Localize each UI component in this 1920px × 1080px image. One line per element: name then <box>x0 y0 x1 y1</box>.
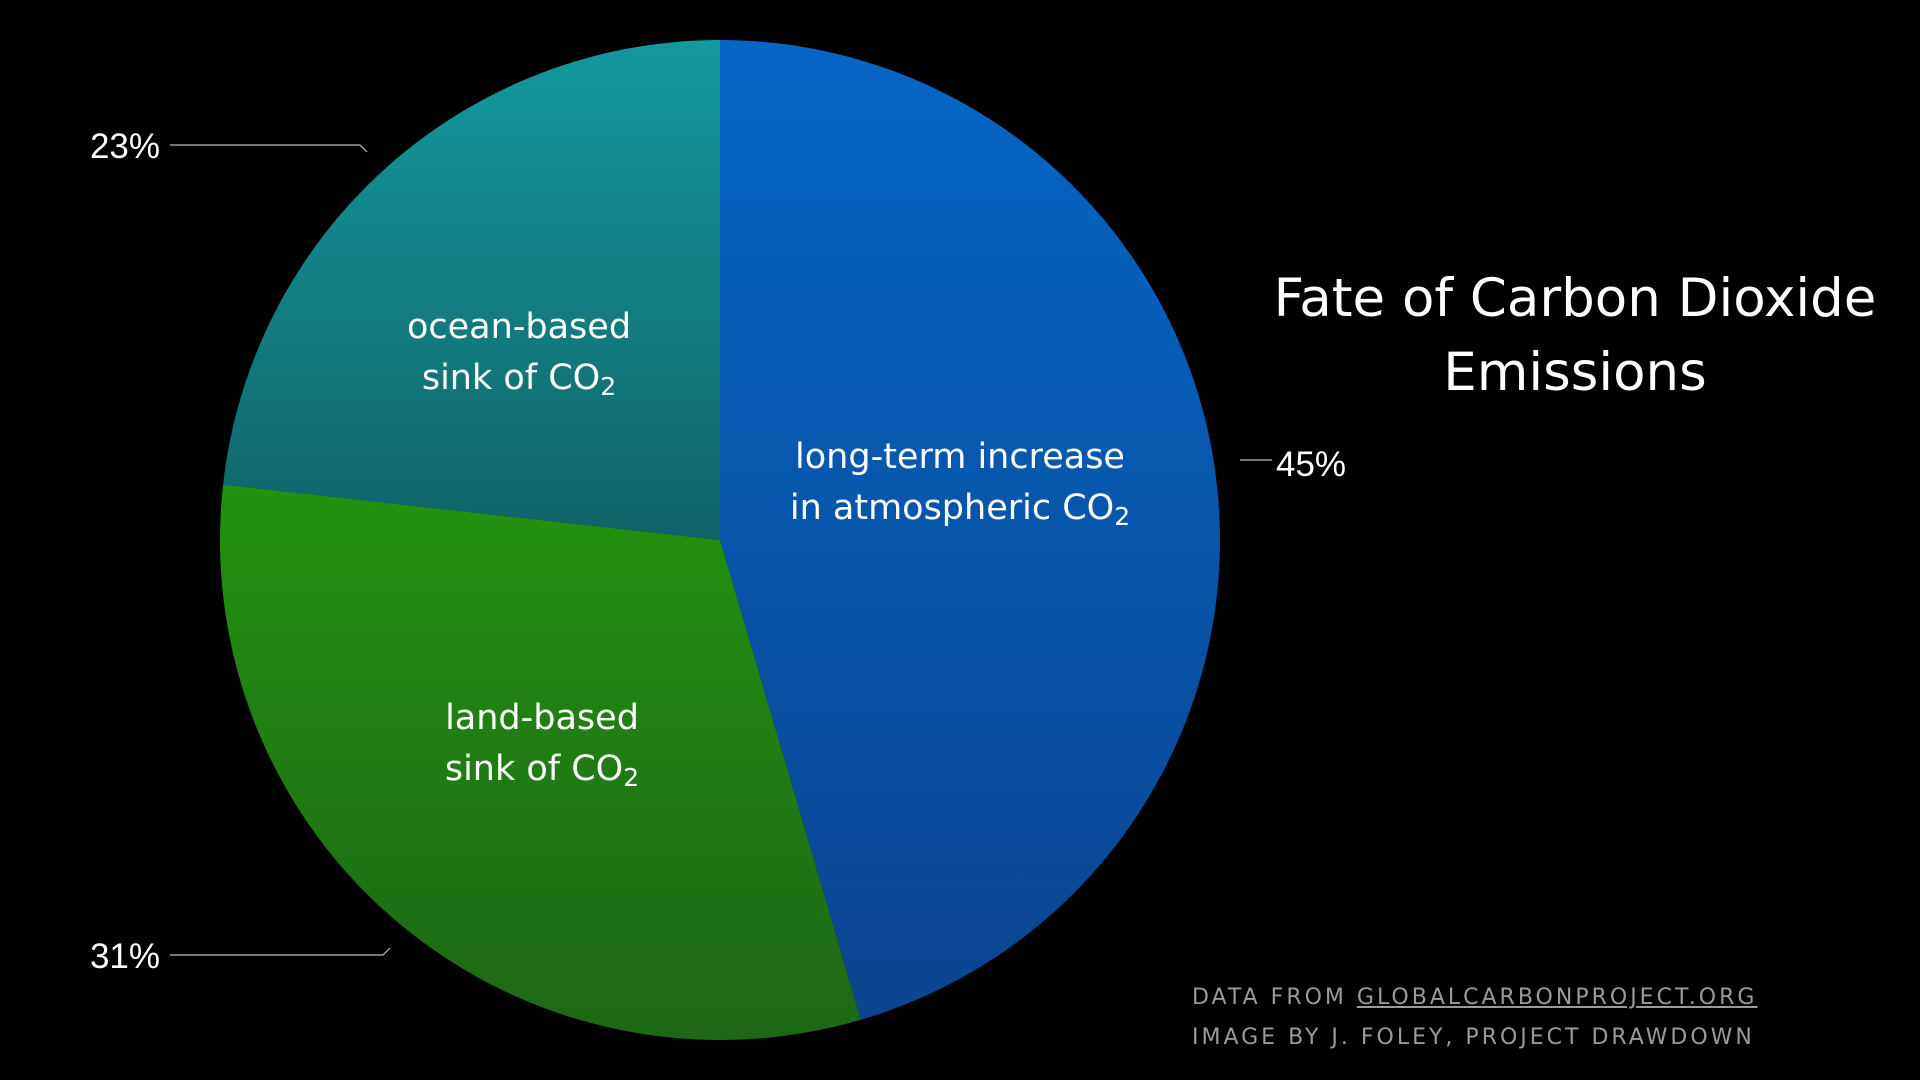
slice-label-1: long-term increase in atmospheric CO2 <box>790 437 1130 531</box>
data-source-prefix: DATA FROM <box>1192 985 1357 1010</box>
leader-line-2 <box>170 947 391 956</box>
pie-slice-2 <box>220 484 861 1040</box>
pie-slice-1 <box>720 40 1220 1020</box>
chart-title: Fate of Carbon Dioxide Emissions <box>1273 268 1877 403</box>
slice-label-3: ocean-based sink of CO2 <box>407 307 631 401</box>
value-label-2: 31% <box>90 937 160 976</box>
slice-labels: long-term increase in atmospheric CO2 45% l… <box>90 127 1346 976</box>
leader-line-3 <box>170 144 368 153</box>
image-credit-line: IMAGE BY J. FOLEY, PROJECT DRAWDOWN <box>1192 1025 1755 1050</box>
data-source-line: DATA FROM GLOBALCARBONPROJECT.ORG <box>1192 978 1757 1018</box>
credits: DATA FROM GLOBALCARBONPROJECT.ORG IMAGE … <box>1192 978 1757 1058</box>
value-label-1: 45% <box>1276 445 1346 484</box>
slices-layer <box>220 40 1220 1040</box>
leader-lines <box>170 144 1272 956</box>
pie-slice-3 <box>223 40 721 540</box>
value-label-3: 23% <box>90 127 160 166</box>
slice-label-2: land-based sink of CO2 <box>445 698 639 792</box>
data-source-link[interactable]: GLOBALCARBONPROJECT.ORG <box>1356 985 1758 1010</box>
